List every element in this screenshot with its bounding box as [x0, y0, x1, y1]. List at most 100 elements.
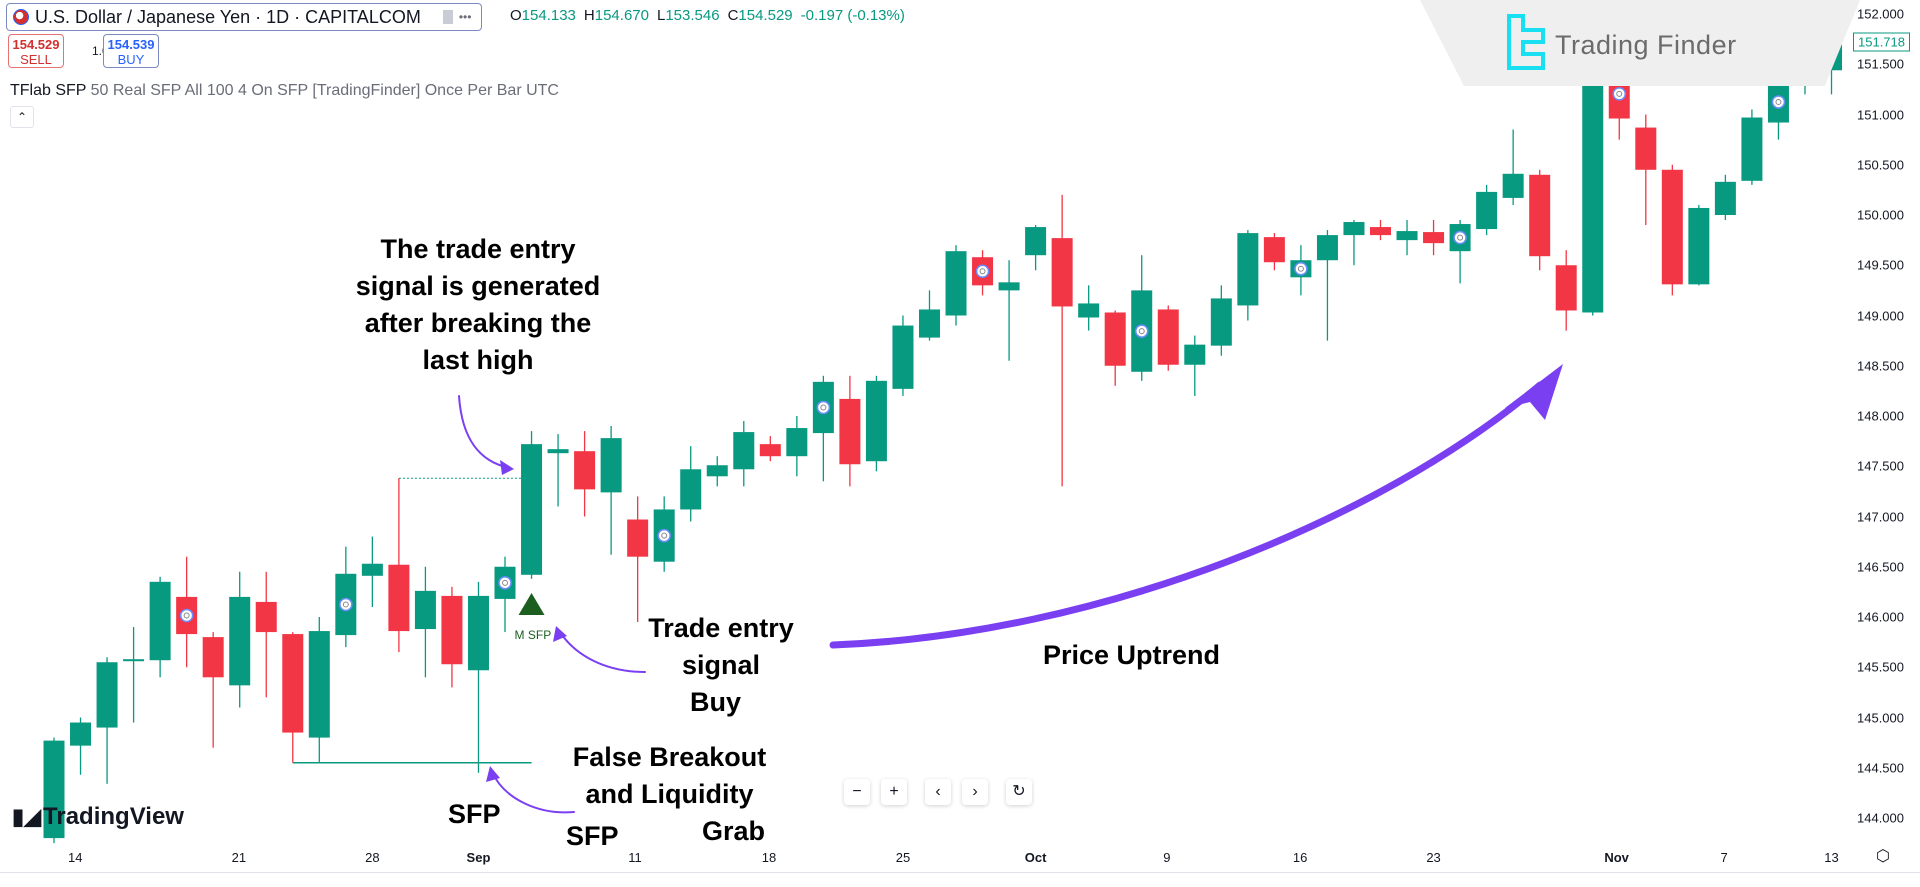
bottom-toolbar	[0, 872, 1920, 887]
signal-marker-dot	[1138, 328, 1145, 335]
chevron-up-icon[interactable]: ⌃	[10, 106, 34, 128]
time-axis-label: 25	[895, 850, 911, 865]
candle-bearish	[839, 398, 861, 465]
candle-bullish	[149, 581, 171, 661]
tradingview-logo: ▮◢ TradingView	[12, 803, 184, 831]
tradingview-logo-text: TradingView	[43, 803, 184, 830]
candle-bullish	[414, 590, 436, 630]
price-axis-label: 145.500	[1857, 659, 1904, 675]
candle-bullish	[70, 722, 92, 746]
change-value: -0.197 (-0.13%)	[800, 7, 905, 24]
candle-bullish	[1237, 233, 1259, 306]
candle-bullish	[467, 595, 489, 671]
candle-bullish	[361, 563, 383, 576]
current-price-tag: 151.718	[1853, 32, 1910, 52]
candle-bullish	[1688, 207, 1710, 285]
annotation-uptrend: Price Uptrend	[1043, 640, 1221, 670]
candle-bearish	[282, 634, 304, 733]
symbol-selector[interactable]: U.S. Dollar / Japanese Yen · 1D · CAPITA…	[6, 3, 483, 31]
buy-button[interactable]: 154.539 BUY	[103, 34, 159, 68]
candle-bullish	[1184, 344, 1206, 365]
candle-bearish	[388, 564, 410, 632]
indicator-name: TFlab SFP	[10, 82, 87, 99]
price-axis-label: 149.000	[1857, 308, 1904, 323]
candle-bullish	[706, 465, 728, 477]
candle-bearish	[1423, 232, 1445, 244]
buy-price: 154.539	[107, 37, 155, 52]
zoom-out-button[interactable]: −	[844, 779, 870, 805]
price-axis-label: 146.500	[1857, 559, 1904, 575]
candle-bearish	[1635, 127, 1657, 170]
annotation-line: after breaking the	[364, 308, 592, 338]
annotation-line: Trade entry	[648, 613, 794, 643]
candle-bullish	[1741, 117, 1763, 181]
candle-bullish	[1502, 173, 1524, 198]
open-label: O	[510, 7, 522, 24]
signal-marker-dot	[820, 404, 827, 411]
candle-bearish	[759, 444, 781, 457]
uptrend-arrow	[829, 381, 1544, 649]
annotation-line: False Breakout	[572, 742, 767, 772]
candle-bearish	[1555, 265, 1577, 311]
candle-bearish	[1370, 227, 1391, 236]
time-axis-label: 9	[1163, 850, 1171, 865]
indicator-params: 50 Real SFP All 100 4 On SFP [TradingFin…	[90, 82, 559, 99]
candle-bullish	[998, 282, 1020, 291]
candle-bullish	[1025, 227, 1047, 256]
signal-marker-dot	[342, 601, 349, 608]
candle-bullish	[680, 469, 702, 510]
time-axis-label: 18	[761, 850, 777, 865]
candle-bearish	[574, 451, 596, 490]
price-axis-label: 149.500	[1857, 257, 1904, 273]
reset-chart-button[interactable]: ↻	[1006, 779, 1032, 805]
annotation-line: Grab	[701, 816, 765, 846]
candle-bullish	[123, 659, 145, 662]
price-axis-label: 152.000	[1857, 6, 1904, 22]
candle-bullish	[1396, 231, 1418, 241]
candle-bullish	[1210, 298, 1232, 346]
scroll-right-button[interactable]: ›	[962, 779, 988, 805]
candle-bearish	[1104, 312, 1126, 366]
watermark-text: Trading Finder	[1555, 30, 1737, 60]
arrowhead-icon	[500, 460, 514, 475]
time-axis-label: 23	[1426, 850, 1441, 865]
candle-bullish	[547, 449, 569, 454]
annotation-arrow	[458, 395, 511, 469]
flag-icon[interactable]	[442, 10, 453, 24]
candle-bullish	[1316, 235, 1338, 261]
scroll-left-button[interactable]: ‹	[925, 779, 951, 805]
candle-bullish	[96, 662, 118, 728]
candle-bullish	[1476, 191, 1498, 230]
price-axis-label: 148.000	[1857, 408, 1904, 424]
annotation-line: signal	[681, 650, 761, 680]
candle-bearish	[1529, 174, 1551, 257]
price-axis-label: 151.500	[1857, 56, 1904, 72]
price-axis-label: 144.500	[1857, 760, 1904, 776]
signal-marker-dot	[502, 579, 509, 586]
annotation-arrow	[491, 771, 575, 814]
candle-bullish	[786, 428, 808, 457]
indicator-legend[interactable]: TFlab SFP 50 Real SFP All 100 4 On SFP […	[10, 82, 559, 100]
annotation-line: signal is generated	[355, 271, 601, 301]
candle-bullish	[865, 380, 887, 462]
trading-finder-logo-icon	[1507, 14, 1545, 70]
watermark-banner	[1420, 0, 1860, 86]
time-axis-label: Sep	[466, 850, 491, 865]
price-axis-label: 144.000	[1857, 810, 1904, 826]
time-axis-label: 21	[231, 850, 247, 865]
more-icon[interactable]: •••	[458, 10, 472, 24]
candle-bullish	[945, 251, 967, 316]
candle-bullish	[521, 444, 543, 575]
arrowhead-icon	[553, 626, 567, 642]
price-axis-label: 148.500	[1857, 358, 1904, 374]
time-axis-label: 28	[365, 850, 380, 865]
gear-icon[interactable]: ⬡	[1876, 848, 1890, 865]
sell-button[interactable]: 154.529 SELL	[8, 34, 64, 68]
zoom-in-button[interactable]: +	[881, 779, 907, 805]
annotation-arrow	[559, 631, 646, 673]
arrowhead-icon	[486, 766, 500, 782]
candle-bearish	[1051, 238, 1073, 307]
sell-label: SELL	[20, 52, 52, 67]
price-axis-label: 146.000	[1857, 609, 1904, 625]
